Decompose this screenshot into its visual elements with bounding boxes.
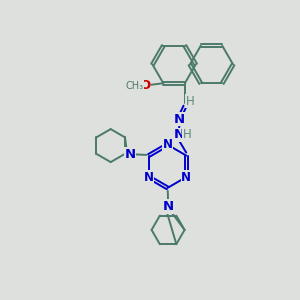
Text: H: H [183, 128, 192, 141]
Text: CH₃: CH₃ [126, 81, 144, 91]
Text: N: N [124, 148, 136, 160]
Text: N: N [181, 171, 191, 184]
Text: O: O [139, 79, 150, 92]
Text: N: N [163, 200, 174, 213]
Text: N: N [144, 171, 154, 184]
Text: N: N [174, 113, 185, 126]
Text: H: H [186, 95, 195, 108]
Text: N: N [173, 128, 184, 141]
Text: N: N [163, 138, 172, 151]
